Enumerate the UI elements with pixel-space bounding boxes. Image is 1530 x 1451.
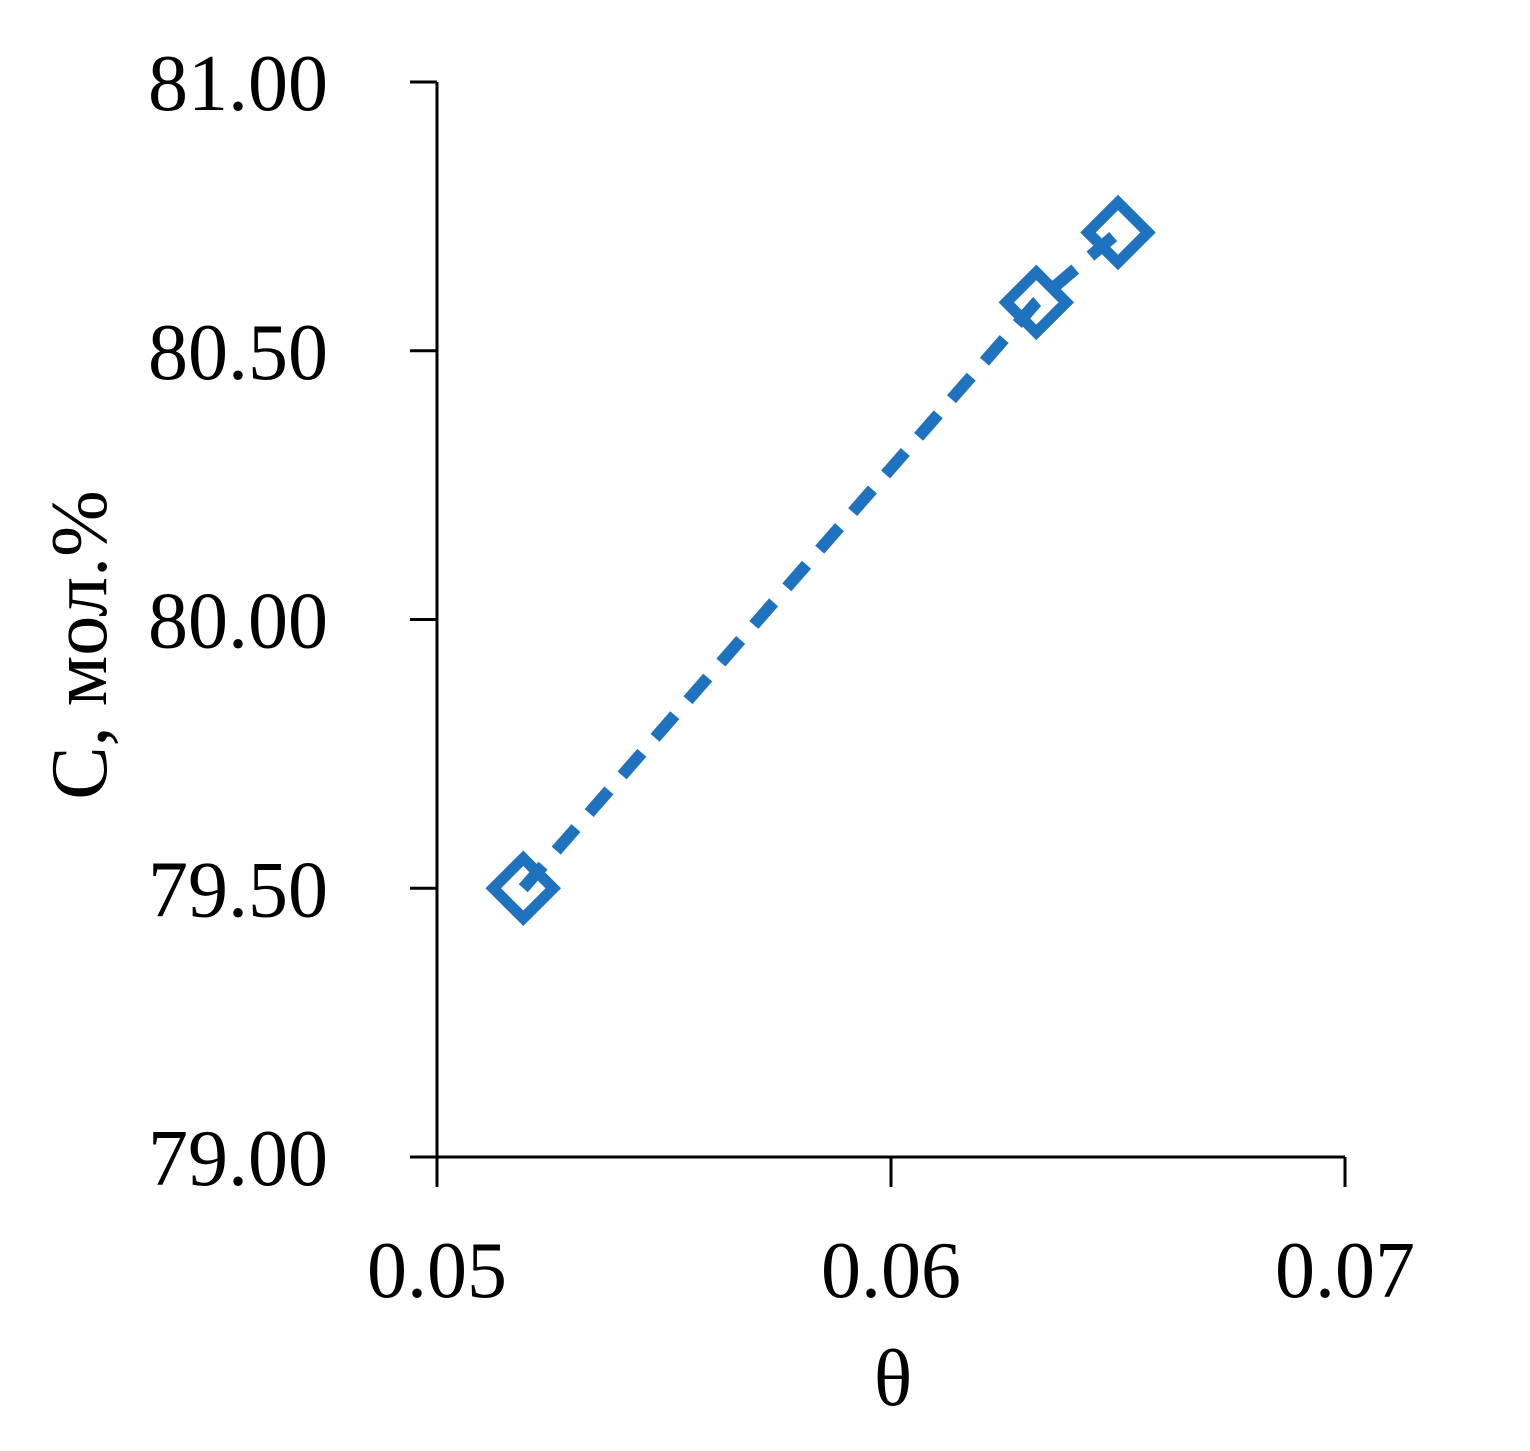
series-line	[518, 227, 1122, 893]
x-tick-label: 0.05	[367, 1227, 507, 1315]
y-tick-label: 81.00	[148, 40, 328, 128]
y-tick-label: 80.50	[148, 309, 328, 397]
data-point-marker	[998, 264, 1075, 341]
ticks: 79.00 79.50 80.00 80.50 81.00 0.05 0.06 0.07	[148, 40, 1415, 1315]
x-axis-title: θ	[874, 1335, 912, 1423]
x-tick-label: 0.07	[1275, 1227, 1415, 1315]
y-tick-label: 80.00	[148, 578, 328, 666]
data-point-marker	[1080, 194, 1156, 271]
y-tick-label: 79.00	[148, 1115, 328, 1203]
y-axis-title: С, мол.%	[36, 490, 124, 800]
y-tick-label: 79.50	[148, 846, 328, 934]
data-point-marker	[485, 850, 562, 927]
x-tick-label: 0.06	[821, 1227, 961, 1315]
axes	[435, 82, 1345, 1159]
series	[485, 194, 1156, 927]
